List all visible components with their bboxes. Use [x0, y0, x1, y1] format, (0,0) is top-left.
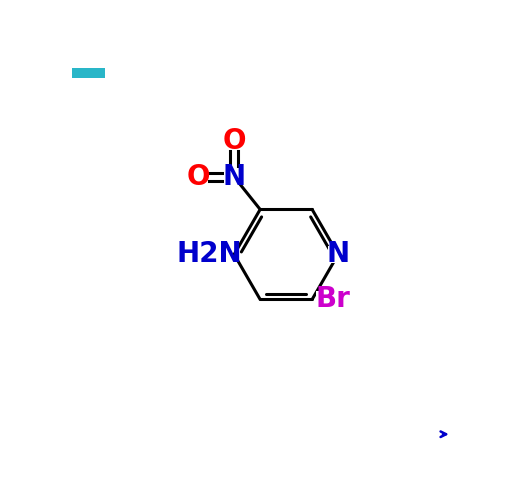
Text: N: N [327, 240, 349, 268]
Bar [189, 168, 208, 186]
Bar [316, 291, 351, 308]
Text: O: O [222, 128, 246, 156]
Text: O: O [187, 162, 210, 190]
Text: H2N: H2N [176, 240, 242, 268]
Bar [190, 246, 229, 263]
Bar [72, 68, 105, 78]
Text: Br: Br [316, 286, 351, 314]
Bar [224, 168, 244, 186]
Bar [224, 132, 244, 150]
Text: N: N [222, 162, 246, 190]
Bar [328, 246, 348, 263]
